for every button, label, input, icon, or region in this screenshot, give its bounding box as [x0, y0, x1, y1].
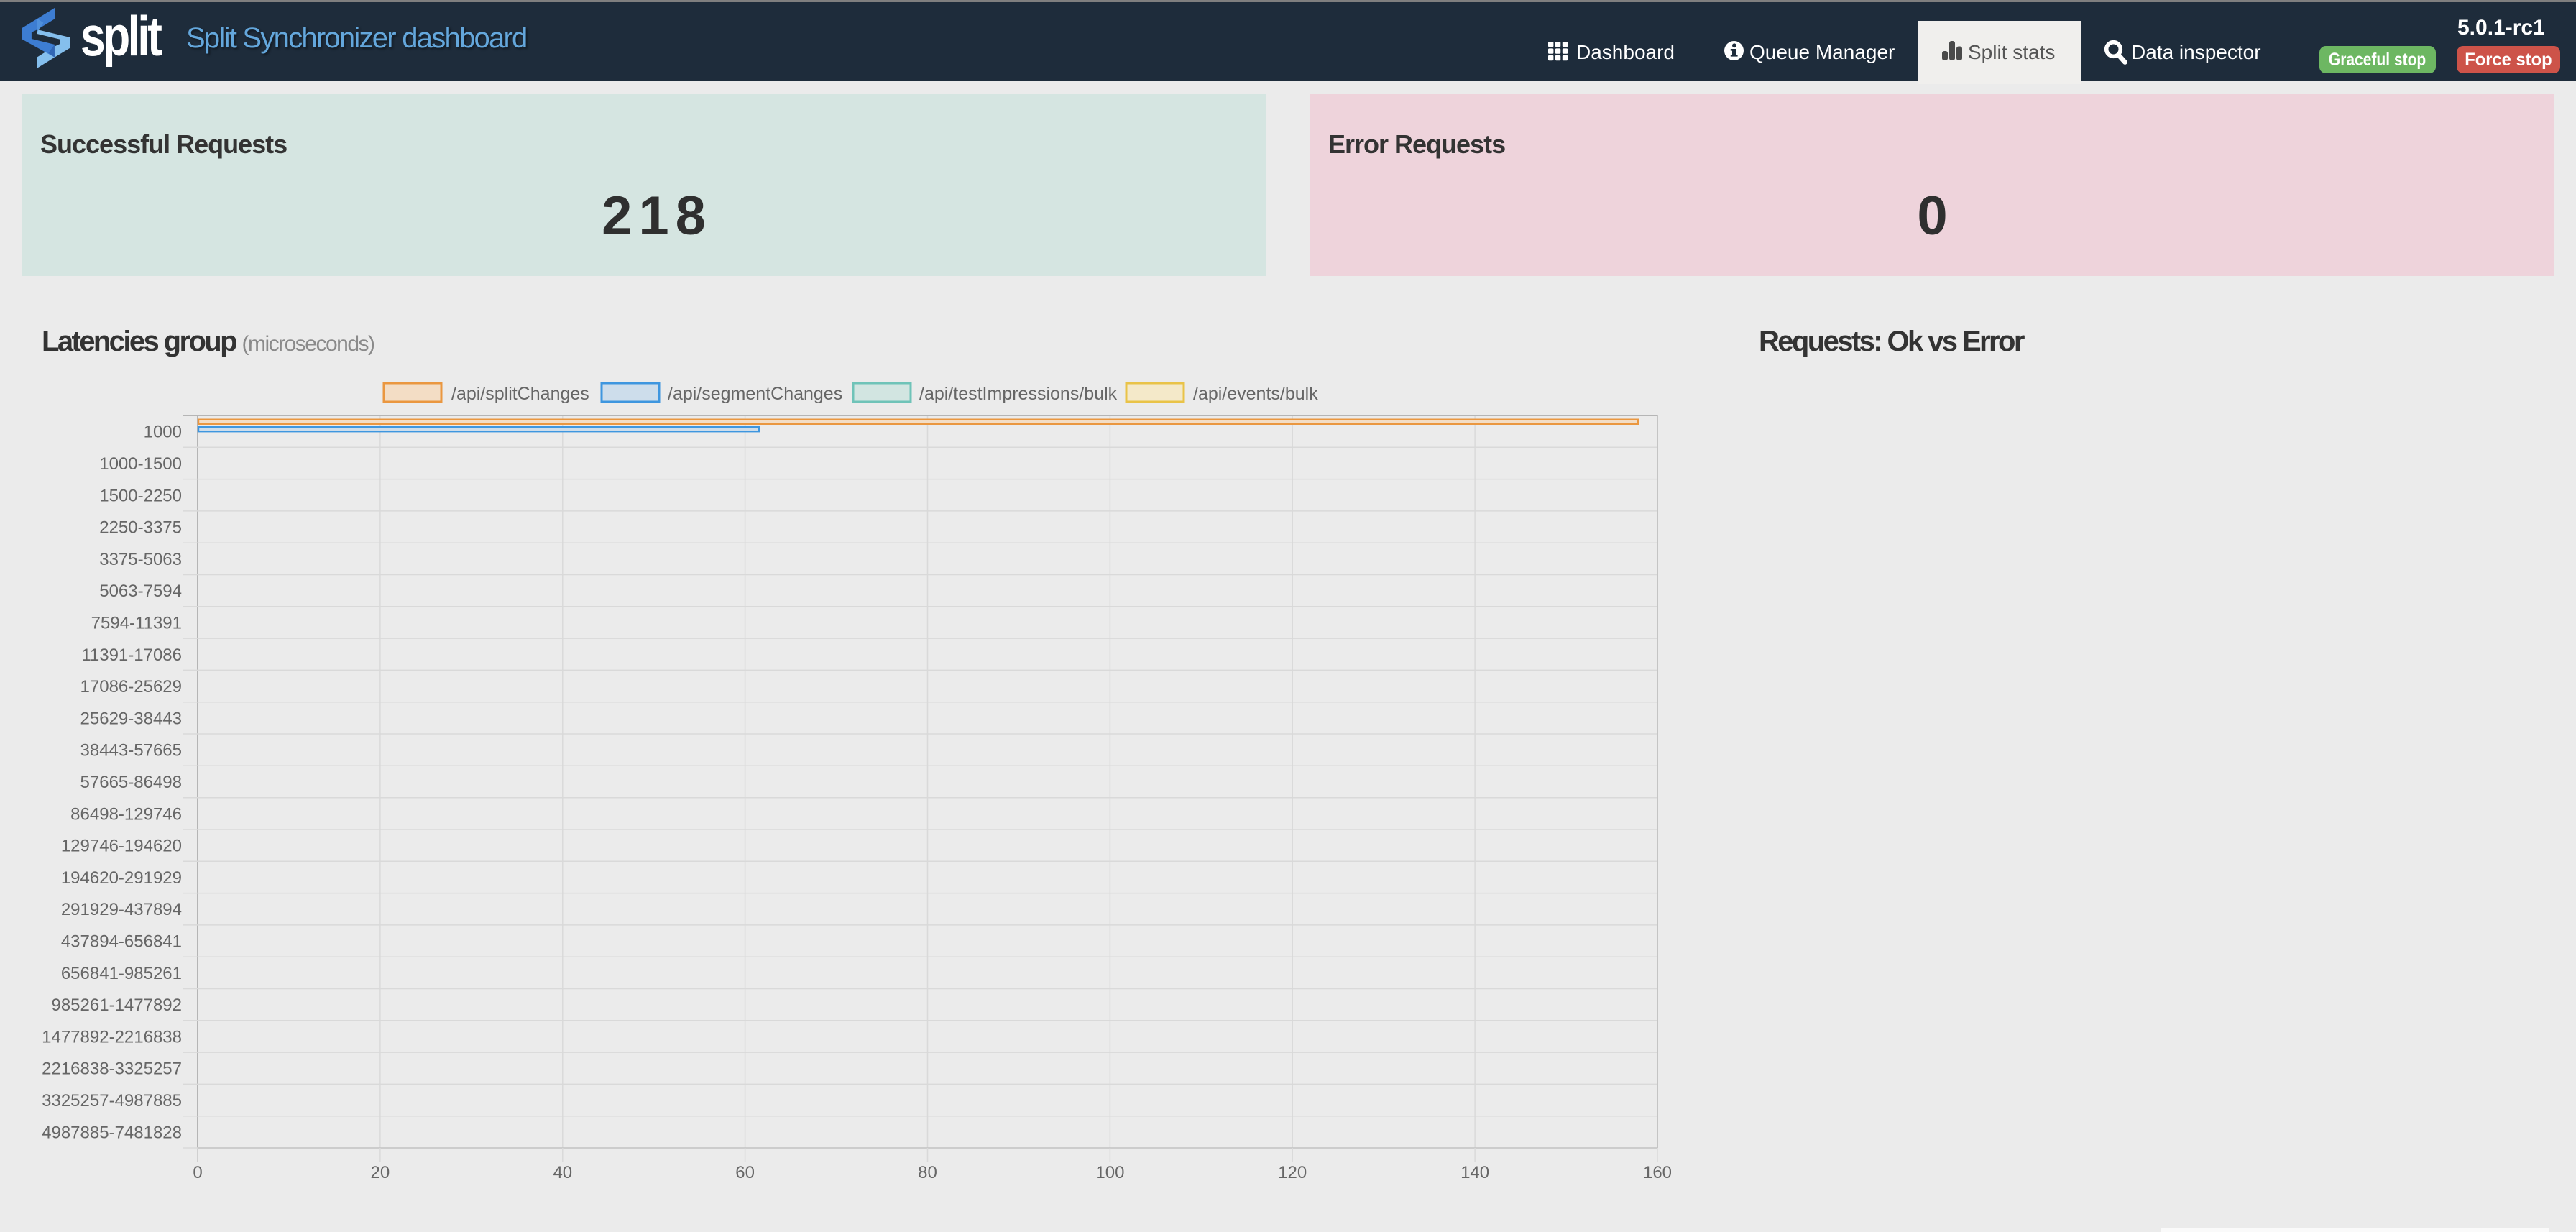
svg-text:129746-194620: 129746-194620 [61, 837, 182, 856]
svg-text:120: 120 [1278, 1163, 1307, 1182]
svg-text:160: 160 [1643, 1163, 1672, 1182]
svg-text:/api/splitChanges: /api/splitChanges [451, 384, 589, 404]
svg-text:2216838-3325257: 2216838-3325257 [42, 1059, 182, 1079]
svg-text:17086-25629: 17086-25629 [80, 677, 182, 697]
svg-text:57665-86498: 57665-86498 [80, 773, 182, 792]
svg-text:7594-11391: 7594-11391 [91, 614, 182, 633]
svg-text:25629-38443: 25629-38443 [80, 709, 182, 728]
svg-text:86498-129746: 86498-129746 [70, 804, 182, 824]
svg-text:60: 60 [735, 1163, 755, 1182]
svg-text:1500-2250: 1500-2250 [99, 486, 182, 505]
svg-text:140: 140 [1460, 1163, 1489, 1182]
svg-text:/api/segmentChanges: /api/segmentChanges [668, 384, 842, 404]
svg-text:656841-985261: 656841-985261 [61, 964, 182, 983]
svg-text:194620-291929: 194620-291929 [61, 868, 182, 888]
svg-text:38443-57665: 38443-57665 [80, 741, 182, 760]
svg-text:437894-656841: 437894-656841 [61, 932, 182, 952]
svg-text:3375-5063: 3375-5063 [99, 550, 182, 569]
svg-text:1000-1500: 1000-1500 [99, 454, 182, 474]
svg-text:3325257-4987885: 3325257-4987885 [42, 1091, 182, 1111]
svg-text:/api/events/bulk: /api/events/bulk [1193, 384, 1318, 404]
svg-text:4987885-7481828: 4987885-7481828 [42, 1123, 182, 1142]
svg-text:0: 0 [193, 1163, 202, 1182]
svg-text:1000: 1000 [144, 423, 182, 442]
svg-text:5063-7594: 5063-7594 [99, 581, 182, 601]
svg-text:100: 100 [1095, 1163, 1124, 1182]
svg-text:40: 40 [553, 1163, 572, 1182]
svg-text:11391-17086: 11391-17086 [81, 645, 182, 665]
svg-text:2250-3375: 2250-3375 [99, 518, 182, 538]
svg-text:1477892-2216838: 1477892-2216838 [42, 1027, 182, 1047]
svg-text:/api/testImpressions/bulk: /api/testImpressions/bulk [919, 384, 1118, 404]
svg-text:20: 20 [371, 1163, 390, 1182]
svg-text:291929-437894: 291929-437894 [61, 900, 182, 919]
svg-text:80: 80 [918, 1163, 937, 1182]
svg-text:985261-1477892: 985261-1477892 [51, 996, 182, 1015]
